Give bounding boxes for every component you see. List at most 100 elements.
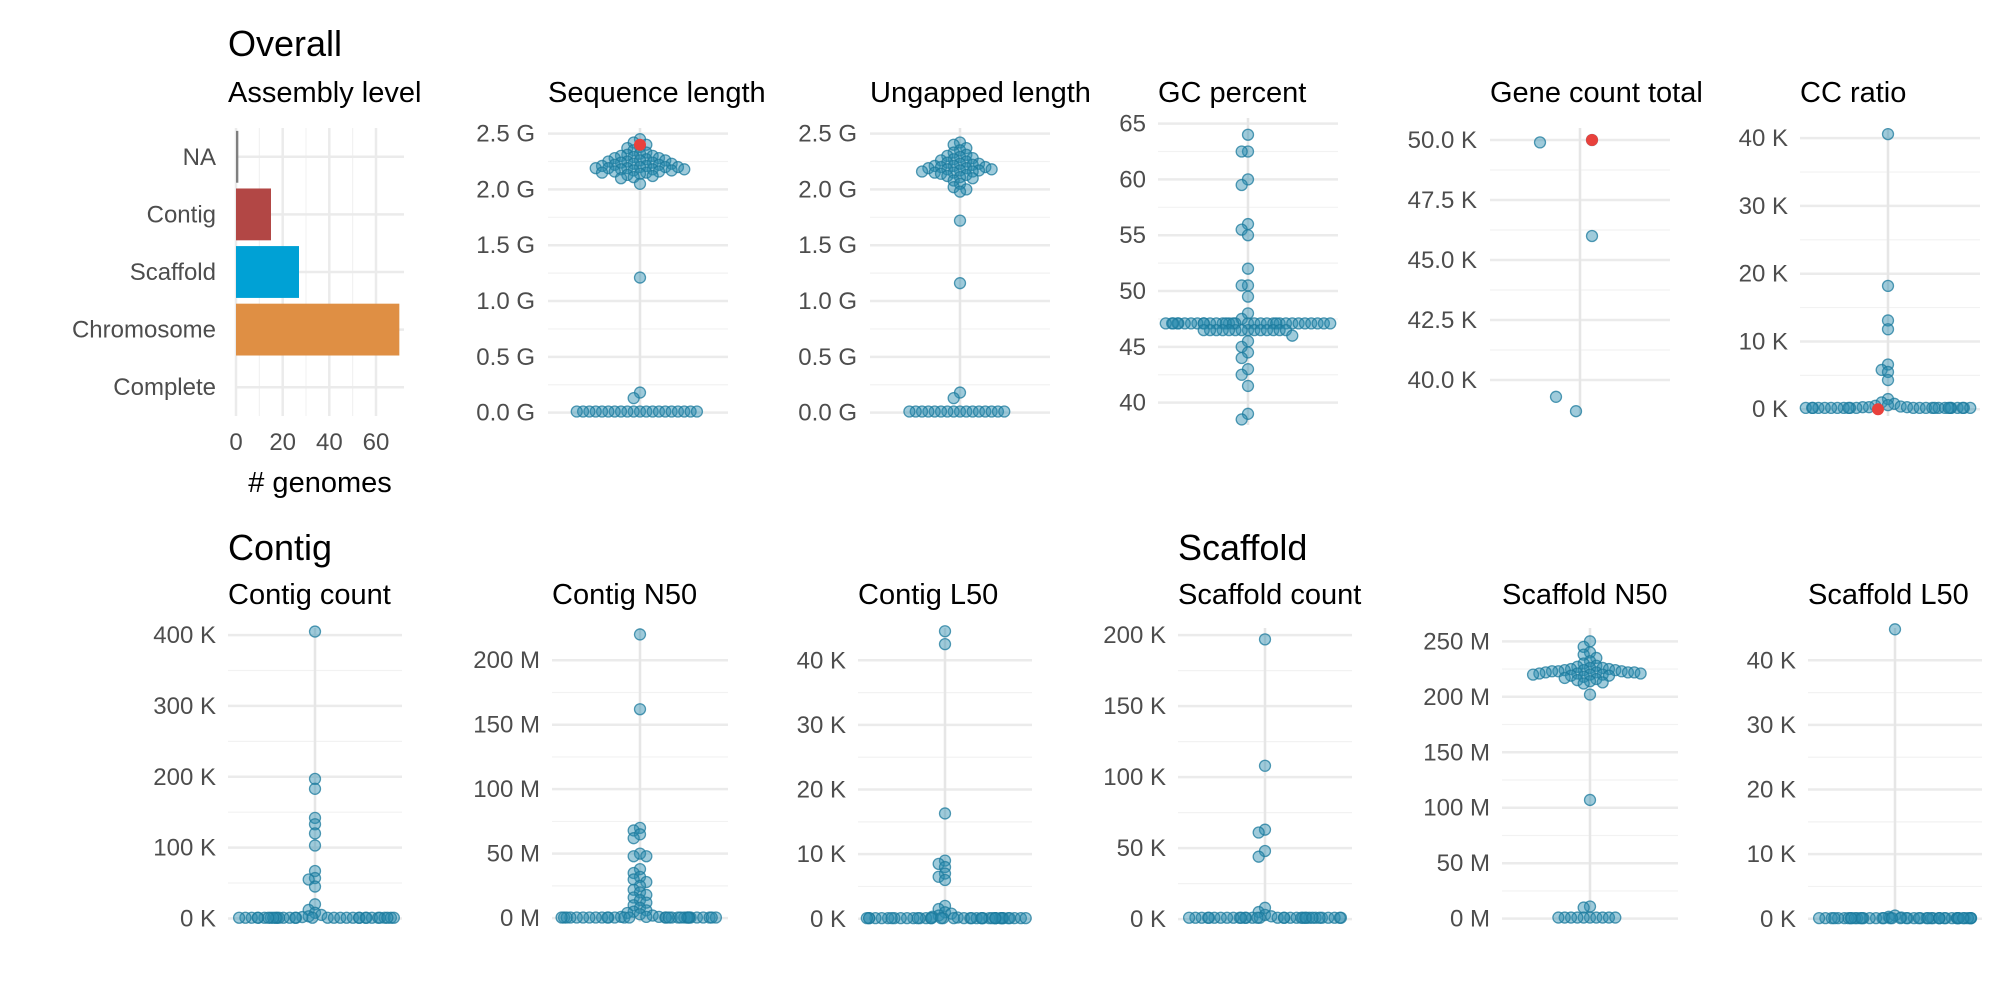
data-point [614,405,628,418]
data-point [1166,317,1180,330]
data-point [1189,911,1202,924]
data-point [966,172,979,185]
data-point [960,405,973,418]
data-point [1577,901,1590,914]
x-tick-label: 40 [316,429,343,456]
data-point [1273,323,1286,337]
y-tick-label: 200 M [1423,684,1490,711]
data-point [1278,911,1291,924]
data-point [860,911,874,925]
panel-gene-count-total: Gene count total 40.0 K 42.5 K 45.0 K 47.5 K… [1408,77,1703,418]
y-tick-label: 0.5 G [476,344,535,371]
data-point [1235,279,1248,292]
bar-scaffold [236,246,299,298]
contig-l50-title: Contig L50 [858,579,998,611]
data-point [346,911,360,924]
y-tick-label: 0 K [1760,906,1796,933]
data-point [1533,136,1547,149]
y-tick-label: 1.0 G [476,288,535,315]
y-tick-label: 45 [1119,334,1146,361]
y-tick-label: 30 K [1739,193,1788,220]
data-point [922,162,935,175]
data-point [1252,850,1265,863]
y-tick-label: 60 [1119,166,1146,193]
sequence-length-title: Sequence length [548,77,766,109]
data-point [595,405,609,418]
data-point [947,146,960,159]
data-point [1812,911,1826,925]
y-tick-label: 200 M [473,647,540,674]
data-point [1888,623,1902,636]
data-point [308,880,322,893]
data-point [966,405,979,418]
data-point [953,277,967,290]
data-point [975,911,988,925]
y-tick-label: 42.5 K [1408,307,1477,334]
y-tick-label: 0 K [180,905,216,932]
data-point [308,782,322,795]
data-point [1254,323,1267,337]
y-tick-label: 0.0 G [476,400,535,427]
panel-cc-ratio: CC ratio 0 K 10 K 20 K 30 K 40 K [1739,77,1980,423]
data-point [1824,401,1838,415]
data-point [934,911,948,925]
y-tick-label: 50 K [1117,835,1166,862]
data-point [869,911,882,925]
y-tick-label: 1.0 G [798,288,857,315]
y-tick-label: 40.0 K [1408,367,1477,394]
data-point [941,149,954,163]
data-point [308,811,322,825]
y-tick-label: 20 K [1747,777,1796,804]
data-point [595,166,609,179]
data-point [251,911,264,924]
section-title-contig: Contig [228,527,332,568]
y-tick-label: 200 K [1103,622,1166,649]
data-point [947,153,960,166]
data-point [646,405,659,418]
data-point [659,405,672,418]
y-tick-label: 0 M [1450,906,1490,933]
data-point [1241,229,1255,242]
data-point [1602,911,1616,924]
y-tick-label: 50 M [1437,850,1490,877]
y-tick-label: 55 [1119,222,1146,249]
data-point [938,860,952,874]
data-point [1842,401,1855,415]
data-point [941,405,954,418]
data-point [1286,329,1299,342]
y-tick-label: 2.5 G [476,121,535,148]
data-point [941,156,954,169]
y-tick-label: 10 K [1747,841,1796,868]
y-tick-label: 300 K [153,693,216,720]
data-point [1267,323,1280,337]
data-point [633,821,647,835]
data-point [938,854,952,867]
data-point [665,164,678,177]
data-point [627,164,640,177]
panel-assembly-level: Assembly level NA Contig Scaffold Chromosome… [72,77,421,499]
data-point [633,167,647,180]
y-tick-label: 10 K [797,841,846,868]
data-point [640,850,653,863]
data-point [1818,401,1831,415]
highlight-point [1872,403,1884,416]
data-point [1806,401,1820,415]
data-point [1235,351,1248,365]
data-point [262,911,275,924]
data-point [1596,911,1609,924]
data-point [627,391,640,405]
data-point [646,169,659,183]
data-point [875,911,888,925]
data-point [1171,317,1184,330]
y-tick-label: 1.5 G [476,232,535,259]
data-point [1258,633,1272,646]
data-point [705,911,718,924]
data-point [608,405,621,418]
data-point [922,405,935,418]
cc-ratio-title: CC ratio [1800,77,1906,109]
data-point [1210,323,1223,337]
y-tick-label: 1.5 G [798,232,857,259]
data-point [953,405,967,418]
data-point [941,169,954,183]
data-point [583,911,596,924]
